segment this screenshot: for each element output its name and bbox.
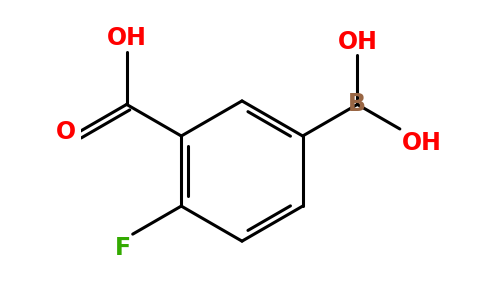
Text: B: B — [348, 92, 366, 116]
Text: OH: OH — [402, 131, 441, 155]
Text: F: F — [115, 236, 131, 260]
Text: O: O — [56, 121, 76, 145]
Text: OH: OH — [106, 26, 147, 50]
Text: OH: OH — [337, 30, 378, 54]
